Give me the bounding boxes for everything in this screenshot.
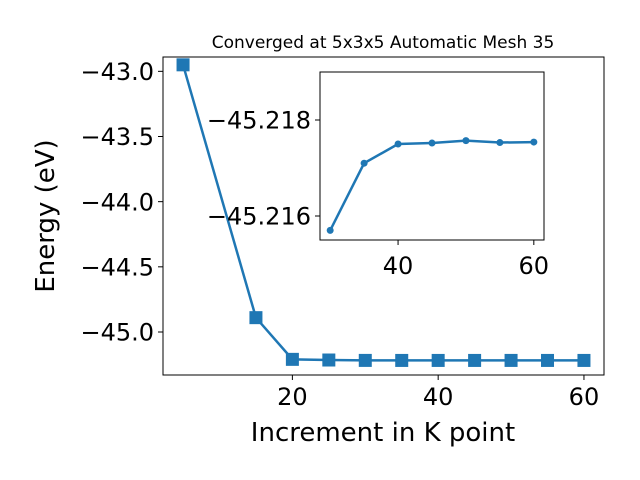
inset-data-point [496, 139, 504, 147]
main-data-point [249, 311, 263, 325]
inset-data-point [394, 140, 402, 148]
inset-y-tick-label: −45.216 [207, 203, 311, 231]
main-data-point [176, 58, 190, 72]
inset-series-markers [326, 137, 538, 234]
main-y-tick-label: −44.5 [80, 253, 154, 281]
main-x-tick-label: 60 [569, 383, 600, 411]
main-x-ticks: 20 40 60 [277, 375, 599, 411]
y-axis-label: Energy (eV) [31, 139, 61, 292]
inset-y-tick-label: −45.218 [207, 107, 311, 135]
inset-plot-background [320, 72, 544, 240]
main-data-point [468, 353, 482, 367]
main-y-tick-label: −43.5 [80, 123, 154, 151]
x-axis-label: Increment in K point [251, 418, 515, 448]
inset-plot: −45.218 −45.216 40 60 [207, 71, 549, 280]
main-data-point [285, 352, 299, 366]
inset-plot-frame [319, 71, 545, 241]
main-data-point [322, 353, 336, 367]
main-y-tick-label: −45.0 [80, 319, 154, 347]
main-data-point [358, 353, 372, 367]
inset-x-tick-label: 40 [383, 252, 414, 280]
main-y-tick-label: −44.0 [80, 188, 154, 216]
main-plot-frame [162, 56, 605, 376]
main-x-tick-label: 40 [423, 383, 454, 411]
main-y-tick-label: −43.0 [80, 58, 154, 86]
inset-x-tick-label: 60 [519, 252, 550, 280]
inset-data-point [530, 138, 538, 146]
main-y-ticks: −43.0 −43.5 −44.0 −44.5 −45.0 [80, 58, 163, 347]
main-data-point [395, 353, 409, 367]
inset-x-ticks: 40 60 [383, 240, 549, 280]
chart-title: Converged at 5x3x5 Automatic Mesh 35 [212, 33, 555, 53]
main-plot: Converged at 5x3x5 Automatic Mesh 35 20 4… [31, 33, 605, 448]
inset-data-point [326, 226, 334, 234]
inset-data-point [462, 137, 470, 145]
main-x-tick-label: 20 [277, 383, 308, 411]
main-data-point [504, 353, 518, 367]
inset-data-point [428, 139, 436, 147]
inset-y-ticks: −45.218 −45.216 [207, 107, 320, 231]
main-data-point [541, 353, 555, 367]
main-data-point [431, 353, 445, 367]
energy-series-markers [176, 58, 591, 367]
main-data-point [577, 353, 591, 367]
inset-data-point [360, 159, 368, 167]
